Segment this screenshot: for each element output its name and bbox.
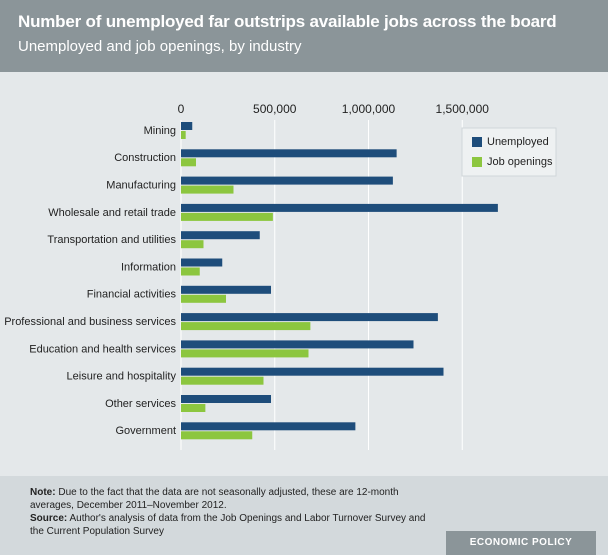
y-tick-label: Manufacturing [106, 180, 176, 192]
bar [181, 203, 498, 212]
bar [181, 376, 264, 385]
bar [181, 231, 260, 240]
note-text: Due to the fact that the data are not se… [30, 487, 399, 511]
y-tick-label: Construction [114, 152, 176, 164]
bar [181, 149, 397, 158]
bar [181, 158, 196, 167]
brand: ECONOMIC POLICY INSTITUTE [446, 531, 596, 555]
legend-label: Job openings [487, 156, 553, 168]
y-tick-label: Mining [144, 125, 176, 137]
bar [181, 267, 200, 276]
notes: Note: Due to the fact that the data are … [30, 486, 430, 538]
y-tick-label: Transportation and utilities [47, 234, 176, 246]
y-tick-label: Professional and business services [4, 316, 176, 328]
x-tick-label: 0 [178, 102, 185, 116]
bar [181, 313, 438, 322]
bar [181, 122, 193, 130]
bar [181, 185, 234, 194]
legend-label: Unemployed [487, 136, 549, 148]
bar [181, 322, 311, 331]
chart: 0 500,000 1,000,000 1,500,000 Mining Construc… [4, 102, 557, 450]
legend-swatch [472, 157, 482, 167]
bar [181, 340, 414, 349]
bar [181, 404, 206, 412]
y-tick-label: Education and health services [29, 343, 176, 355]
y-tick-label: Wholesale and retail trade [48, 207, 176, 219]
header: Number of unemployed far outstrips avail… [0, 0, 608, 72]
bar [181, 240, 204, 249]
bar [181, 212, 273, 221]
bar [181, 367, 444, 376]
x-tick-label: 1,500,000 [436, 102, 490, 116]
bar [181, 131, 186, 139]
source-text: Author's analysis of data from the Job O… [30, 513, 426, 537]
bar [181, 294, 226, 303]
bar [181, 176, 393, 185]
y-tick-label: Leisure and hospitality [67, 371, 177, 383]
bar [181, 349, 309, 358]
y-tick-label: Government [115, 425, 176, 437]
chart-title: Number of unemployed far outstrips avail… [18, 12, 557, 31]
bar [181, 258, 223, 267]
y-tick-label: Information [121, 261, 176, 273]
bar [181, 395, 271, 403]
x-tick-label: 500,000 [253, 102, 297, 116]
legend-box [461, 127, 557, 177]
bar [181, 422, 356, 431]
note: Note: Due to the fact that the data are … [30, 486, 430, 512]
note-label: Note: [30, 487, 56, 498]
chart-subtitle: Unemployed and job openings, by industry [18, 38, 302, 55]
y-tick-label: Financial activities [87, 289, 177, 301]
footer: Note: Due to the fact that the data are … [0, 476, 608, 555]
y-tick-label: Other services [105, 398, 176, 410]
source: Source: Author's analysis of data from t… [30, 512, 430, 538]
legend-swatch [472, 137, 482, 147]
bar [181, 431, 253, 440]
x-tick-label: 1,000,000 [342, 102, 396, 116]
source-label: Source: [30, 513, 68, 524]
bar [181, 285, 271, 294]
